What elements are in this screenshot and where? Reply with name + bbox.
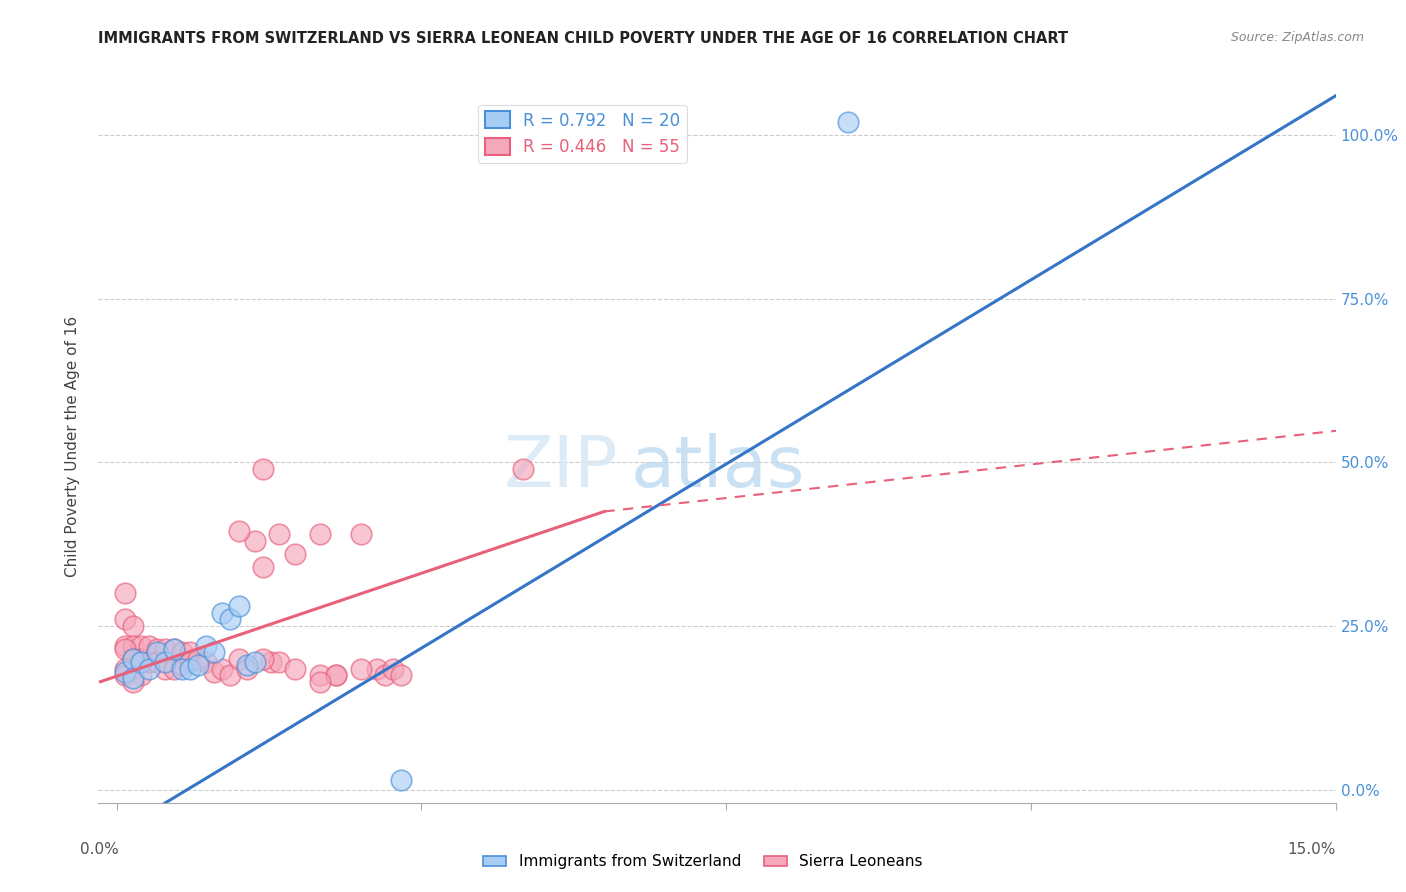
Point xyxy=(170,645,193,659)
Point xyxy=(837,115,859,129)
Point xyxy=(269,527,291,541)
Point xyxy=(389,772,412,787)
Point xyxy=(243,655,266,669)
Point xyxy=(114,586,136,600)
Point xyxy=(202,665,225,679)
Point xyxy=(349,527,371,541)
Point xyxy=(114,642,136,657)
Point xyxy=(129,652,152,666)
Point xyxy=(129,668,152,682)
Point xyxy=(122,652,145,666)
Point xyxy=(195,655,218,669)
Point xyxy=(170,662,193,676)
Point xyxy=(122,639,145,653)
Point xyxy=(235,662,257,676)
Text: IMMIGRANTS FROM SWITZERLAND VS SIERRA LEONEAN CHILD POVERTY UNDER THE AGE OF 16 : IMMIGRANTS FROM SWITZERLAND VS SIERRA LE… xyxy=(98,31,1069,46)
Text: atlas: atlas xyxy=(630,433,804,502)
Point xyxy=(252,652,274,666)
Point xyxy=(252,560,274,574)
Point xyxy=(114,665,136,679)
Point xyxy=(138,639,160,653)
Y-axis label: Child Poverty Under the Age of 16: Child Poverty Under the Age of 16 xyxy=(65,316,80,576)
Point xyxy=(269,655,291,669)
Text: Source: ZipAtlas.com: Source: ZipAtlas.com xyxy=(1230,31,1364,45)
Point xyxy=(138,662,160,676)
Point xyxy=(155,642,177,657)
Point xyxy=(228,599,250,614)
Text: ZIP: ZIP xyxy=(503,433,619,502)
Point xyxy=(235,658,257,673)
Point xyxy=(122,672,145,686)
Point xyxy=(252,462,274,476)
Point xyxy=(138,655,160,669)
Point xyxy=(179,645,201,659)
Point xyxy=(366,662,388,676)
Text: 0.0%: 0.0% xyxy=(80,842,118,857)
Point xyxy=(284,662,307,676)
Point xyxy=(187,652,209,666)
Point xyxy=(309,668,332,682)
Text: 15.0%: 15.0% xyxy=(1288,842,1336,857)
Point xyxy=(146,655,169,669)
Point xyxy=(309,527,332,541)
Point xyxy=(219,668,242,682)
Point xyxy=(349,662,371,676)
Point xyxy=(195,639,218,653)
Point xyxy=(389,668,412,682)
Point xyxy=(155,662,177,676)
Point xyxy=(202,645,225,659)
Point xyxy=(146,645,169,659)
Point xyxy=(211,662,233,676)
Point xyxy=(179,662,201,676)
Point xyxy=(162,642,184,657)
Point xyxy=(122,662,145,676)
Point xyxy=(179,655,201,669)
Point xyxy=(122,619,145,633)
Point xyxy=(284,547,307,561)
Point xyxy=(260,655,283,669)
Point xyxy=(187,658,209,673)
Point xyxy=(122,652,145,666)
Point xyxy=(325,668,347,682)
Point xyxy=(228,652,250,666)
Point xyxy=(122,674,145,689)
Point xyxy=(162,662,184,676)
Point xyxy=(170,658,193,673)
Legend: Immigrants from Switzerland, Sierra Leoneans: Immigrants from Switzerland, Sierra Leon… xyxy=(478,848,928,875)
Point xyxy=(162,642,184,657)
Legend: R = 0.792   N = 20, R = 0.446   N = 55: R = 0.792 N = 20, R = 0.446 N = 55 xyxy=(478,104,686,162)
Point xyxy=(129,655,152,669)
Point xyxy=(146,642,169,657)
Point xyxy=(309,674,332,689)
Point xyxy=(114,612,136,626)
Point xyxy=(325,668,347,682)
Point xyxy=(243,533,266,548)
Point xyxy=(512,462,534,476)
Point xyxy=(211,606,233,620)
Point xyxy=(114,662,136,676)
Point xyxy=(155,655,177,669)
Point xyxy=(374,668,396,682)
Point xyxy=(114,668,136,682)
Point xyxy=(382,662,405,676)
Point xyxy=(228,524,250,538)
Point xyxy=(129,639,152,653)
Point xyxy=(219,612,242,626)
Point xyxy=(114,639,136,653)
